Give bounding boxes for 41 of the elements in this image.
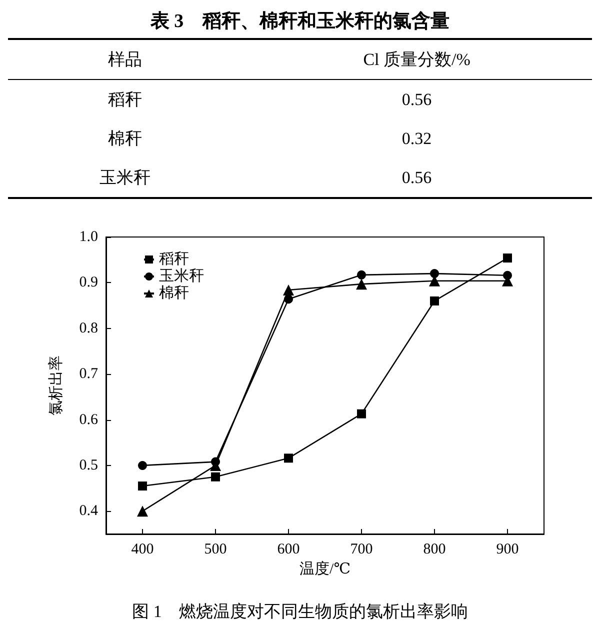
- y-tick-label: 0.9: [79, 274, 98, 291]
- y-axis-title: 氯析出率: [48, 356, 64, 416]
- x-tick-label: 400: [131, 542, 154, 558]
- point: [503, 254, 512, 263]
- point: [283, 284, 294, 296]
- text: 图 1 燃烧温度对不同生物质的氯析出率影响: [132, 602, 468, 621]
- point: [284, 454, 293, 463]
- x-tick-label: 500: [204, 542, 227, 558]
- text: 0.56: [400, 166, 433, 188]
- x-tick-label: 600: [277, 542, 300, 558]
- y-tick-label: 0.7: [79, 366, 98, 382]
- point: [430, 296, 439, 306]
- point: [356, 278, 367, 290]
- legend-label: 稻秆: [159, 250, 189, 268]
- text: 表 3 稻秆、棉秆和玉米秆的氯含量: [149, 10, 451, 34]
- point: [357, 409, 366, 418]
- point: [284, 294, 293, 304]
- text: Cl 质量分数/%: [362, 49, 472, 71]
- text: 0.32: [400, 128, 433, 150]
- x-axis-title: 温度/℃: [300, 560, 350, 578]
- y-tick-label: 0.8: [79, 320, 98, 336]
- point: [138, 482, 147, 491]
- text: 棉秆: [106, 128, 143, 150]
- text: 稻秆: [106, 89, 143, 111]
- x-tick-label: 700: [350, 542, 373, 558]
- text: 玉米秆: [98, 167, 152, 189]
- point: [430, 269, 439, 278]
- text: 样品: [106, 49, 143, 71]
- legend-label: 棉秆: [159, 284, 189, 302]
- y-tick-label: 0.5: [79, 457, 98, 474]
- point: [138, 460, 147, 470]
- point: [357, 270, 366, 280]
- y-tick-label: 0.6: [79, 412, 98, 428]
- x-tick-label: 800: [423, 542, 446, 558]
- point: [211, 472, 220, 482]
- legend-label: 玉米秆: [159, 268, 204, 284]
- y-tick-label: 1.0: [79, 229, 98, 245]
- text: 0.56: [400, 88, 433, 110]
- point: [137, 506, 148, 517]
- y-tick-label: 0.4: [79, 503, 98, 520]
- x-tick-label: 900: [496, 542, 519, 558]
